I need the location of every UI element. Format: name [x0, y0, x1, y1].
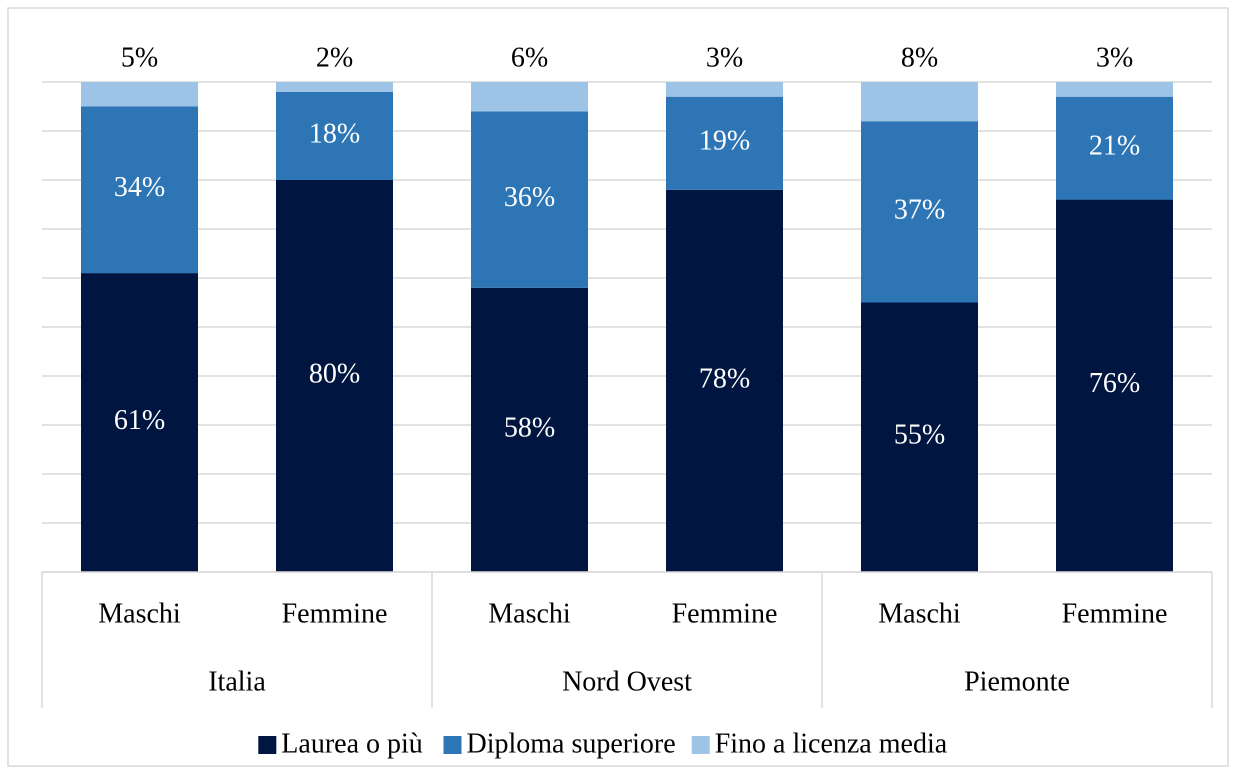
- data-label: 3%: [706, 42, 743, 73]
- bar-segment: [81, 106, 198, 274]
- data-label: 34%: [114, 172, 165, 203]
- bar-segment: [471, 111, 588, 288]
- data-label: 2%: [316, 42, 353, 73]
- data-label: 5%: [121, 42, 158, 73]
- legend-label: Diploma superiore: [467, 728, 676, 759]
- x-tick-label: Maschi: [98, 598, 181, 629]
- bar-segment: [276, 91, 393, 180]
- bar-segment: [81, 273, 198, 572]
- bar-segment: [861, 302, 978, 572]
- data-label: 76%: [1089, 368, 1140, 399]
- bar-segment: [666, 189, 783, 573]
- group-label: Italia: [208, 666, 266, 697]
- data-label: 58%: [504, 412, 555, 443]
- data-label: 37%: [894, 194, 945, 225]
- x-tick-label: Maschi: [488, 598, 571, 629]
- data-label: 8%: [901, 42, 938, 73]
- data-label: 78%: [699, 363, 750, 394]
- legend-label: Laurea o più: [281, 728, 423, 759]
- group-label: Piemonte: [964, 666, 1070, 697]
- chart-border: [7, 7, 1229, 767]
- data-label: 19%: [699, 126, 750, 157]
- x-tick-label: Femmine: [1062, 598, 1168, 629]
- legend-swatch: [443, 736, 462, 754]
- legend-swatch: [691, 736, 710, 754]
- data-label: 6%: [511, 42, 548, 73]
- bar-segment: [471, 287, 588, 572]
- bar-segment: [276, 180, 393, 572]
- bar-segment: [666, 82, 783, 97]
- data-label: 36%: [504, 182, 555, 213]
- legend-swatch: [258, 736, 277, 754]
- bar-segment: [1056, 96, 1173, 200]
- x-tick-label: Femmine: [282, 598, 388, 629]
- data-label: 55%: [894, 420, 945, 451]
- bar-segment: [276, 82, 393, 92]
- bar-segment: [1056, 199, 1173, 572]
- data-label: 3%: [1096, 42, 1133, 73]
- data-label: 18%: [309, 118, 360, 149]
- x-tick-label: Femmine: [672, 598, 778, 629]
- group-label: Nord Ovest: [562, 666, 692, 697]
- data-label: 80%: [309, 358, 360, 389]
- x-tick-label: Maschi: [878, 598, 961, 629]
- bar-segment: [861, 121, 978, 303]
- bar-segment: [861, 82, 978, 122]
- legend-label: Fino a licenza media: [715, 728, 948, 759]
- bar-segment: [471, 82, 588, 112]
- data-label: 61%: [114, 405, 165, 436]
- bar-segment: [1056, 82, 1173, 97]
- data-label: 21%: [1089, 131, 1140, 162]
- bar-segment: [81, 82, 198, 107]
- bar-segment: [666, 96, 783, 190]
